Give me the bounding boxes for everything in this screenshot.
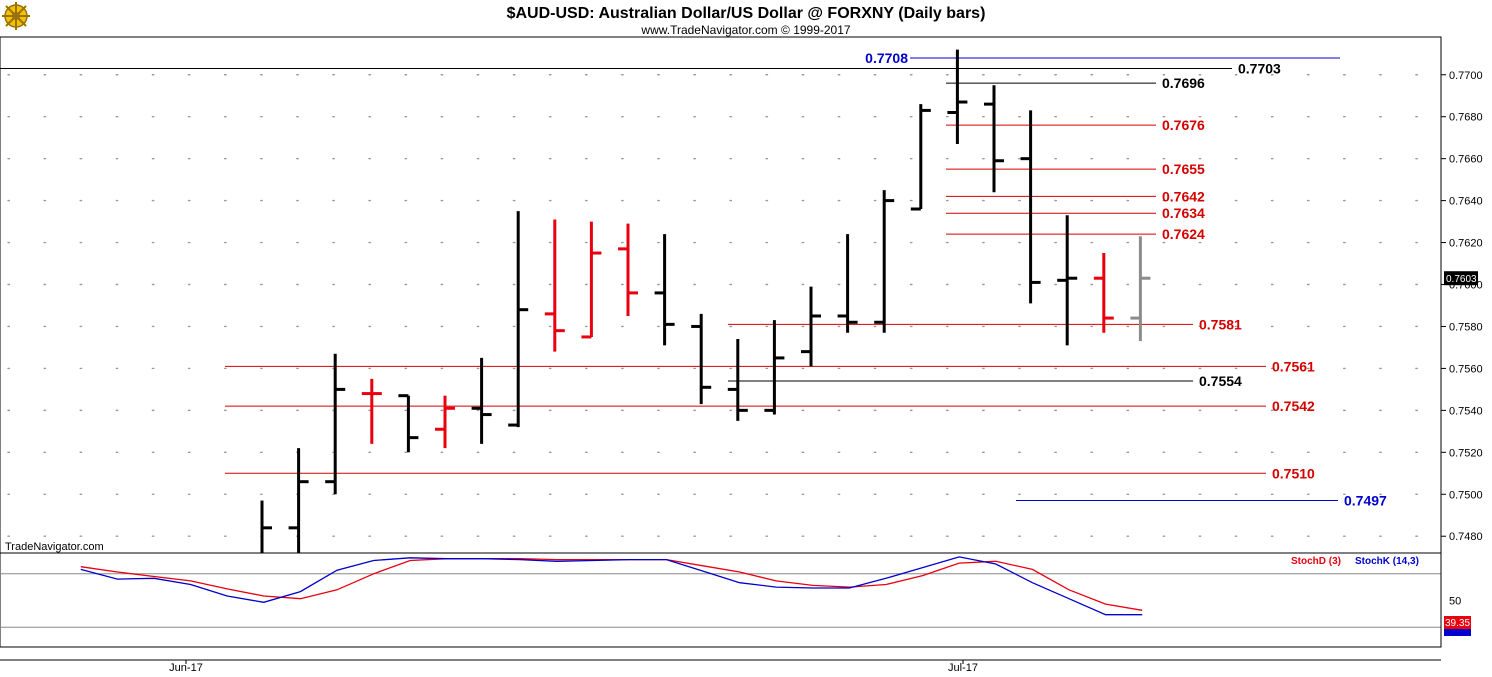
chart-title: $AUD-USD: Australian Dollar/US Dollar @ … [507, 5, 986, 22]
stoch-k-legend: StochK (14,3) [1355, 556, 1419, 567]
price-axis-tick: 0.7480 [1449, 531, 1483, 543]
stochastic-grid [0, 573, 1441, 628]
level-label: 0.7708 [865, 50, 908, 66]
ohlc-bar [837, 234, 858, 333]
price-axis-tick: 0.7660 [1449, 154, 1483, 166]
logo [2, 2, 30, 30]
price-bars [260, 49, 1151, 553]
ohlc-bar [1130, 236, 1151, 342]
ohlc-bar [691, 313, 712, 405]
level-label: 0.7497 [1344, 493, 1387, 509]
ohlc-bar [984, 85, 1004, 193]
ohlc-bar [544, 219, 565, 352]
price-grid [7, 74, 1437, 537]
price-axis: 0.77000.76800.76600.76400.76200.76000.75… [1440, 37, 1483, 553]
ohlc-bar [325, 353, 346, 495]
stoch-k-line [80, 556, 1143, 616]
time-axis-label: Jul-17 [948, 662, 978, 674]
ohlc-bar [764, 320, 785, 415]
ohlc-bar [910, 104, 931, 211]
ship-wheel-logo-icon [2, 2, 30, 30]
level-label: 0.7542 [1272, 398, 1315, 414]
stoch-axis-tick-50: 50 [1449, 596, 1461, 608]
stoch-k-badge [1444, 626, 1471, 636]
copyright-text: www.TradeNavigator.com © 1999-2017 [640, 23, 850, 37]
time-axis-label: Jun-17 [169, 662, 203, 674]
level-label: 0.7581 [1199, 316, 1242, 332]
ohlc-bar [260, 500, 272, 553]
level-label: 0.7696 [1162, 75, 1205, 91]
stochastic-panel-frame [0, 552, 1442, 648]
level-label: 0.7624 [1162, 226, 1205, 242]
level-label: 0.7634 [1162, 205, 1205, 221]
level-label: 0.7655 [1162, 161, 1205, 177]
price-axis-tick: 0.7560 [1449, 363, 1483, 375]
ohlc-bar [618, 223, 638, 316]
last-price-label: 0.7603 [1446, 274, 1477, 285]
stoch-d-legend: StochD (3) [1291, 556, 1341, 567]
ohlc-bar [508, 211, 529, 428]
time-axis: Jun-17 Jul-17 [0, 659, 1441, 674]
ohlc-bar [801, 286, 821, 367]
price-axis-tick: 0.7540 [1449, 405, 1483, 417]
ohlc-bar [581, 221, 602, 339]
ohlc-bar [874, 190, 895, 333]
price-axis-tick: 0.7500 [1449, 489, 1483, 501]
last-price-badge: 0.7603 [1444, 271, 1478, 286]
watermark-text: TradeNavigator.com [5, 541, 104, 553]
ohlc-bar [398, 394, 419, 453]
ohlc-bar [727, 339, 748, 421]
ohlc-bar [361, 378, 382, 444]
level-label: 0.7554 [1199, 373, 1242, 389]
level-label: 0.7703 [1238, 60, 1281, 76]
price-panel-frame [0, 36, 1442, 554]
price-axis-tick: 0.7640 [1449, 196, 1483, 208]
stoch-d-line [80, 558, 1143, 611]
level-label: 0.7642 [1162, 188, 1205, 204]
price-levels: 0.77080.77030.76960.76760.76550.76420.76… [0, 50, 1387, 509]
price-axis-tick: 0.7680 [1449, 112, 1483, 124]
ohlc-bar [654, 234, 675, 346]
level-label: 0.7676 [1162, 117, 1205, 133]
ohlc-bar [947, 49, 968, 144]
ohlc-bar [471, 357, 492, 444]
ohlc-bar [1057, 215, 1078, 346]
price-axis-tick: 0.7520 [1449, 447, 1483, 459]
stoch-d-badge [1444, 616, 1471, 629]
ohlc-bar [1020, 110, 1041, 304]
price-axis-tick: 0.7700 [1449, 70, 1483, 82]
price-axis-tick: 0.7620 [1449, 238, 1483, 250]
level-label: 0.7561 [1272, 358, 1315, 374]
ohlc-bar [435, 395, 455, 449]
stochastic-panel: StochD (3) StochK (14,3) 50 39.35 [0, 552, 1471, 648]
price-panel: 0.77080.77030.76960.76760.76550.76420.76… [0, 36, 1442, 554]
price-axis-tick: 0.7580 [1449, 321, 1483, 333]
ohlc-bar [1093, 253, 1114, 333]
ohlc-bar [288, 448, 309, 553]
level-label: 0.7510 [1272, 465, 1315, 481]
stoch-d-value: 39.35 [1445, 618, 1470, 629]
